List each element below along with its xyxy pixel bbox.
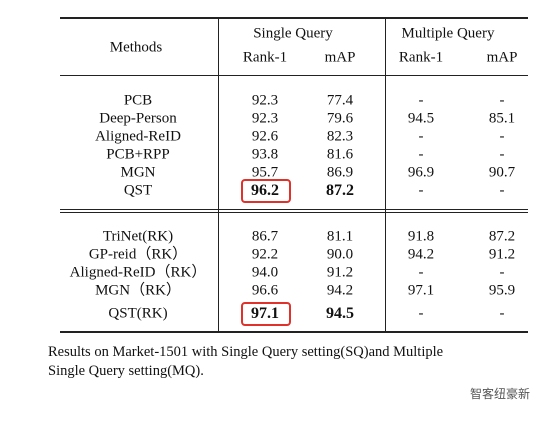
metric-cell: -: [499, 128, 505, 145]
top-rule: [60, 17, 528, 19]
metric-cell: 92.3: [251, 110, 279, 127]
metric-cell: 79.6: [326, 110, 354, 127]
metric-cell: 96.9: [407, 164, 435, 181]
methods-header: Methods: [109, 39, 163, 56]
metric-cell: 96.6: [251, 282, 279, 299]
highlight-box: [241, 179, 291, 203]
method-name: MGN（RK）: [95, 282, 181, 299]
watermark: 智客纽豪新: [470, 387, 531, 401]
metric-cell: 91.2: [488, 246, 516, 263]
method-name: MGN: [120, 164, 156, 181]
section-rule: [60, 209, 528, 210]
metric-cell: 92.2: [251, 246, 279, 263]
sub-header: Rank-1: [242, 49, 288, 66]
method-name: TriNet(RK): [102, 228, 174, 245]
method-name: GP-reid（RK）: [88, 246, 188, 263]
metric-cell: 90.0: [326, 246, 354, 263]
column-divider: [385, 19, 386, 331]
group-header: Single Query: [253, 25, 333, 42]
metric-cell: -: [418, 92, 424, 109]
metric-cell: -: [499, 146, 505, 163]
metric-cell: 81.1: [326, 228, 354, 245]
metric-cell: 81.6: [326, 146, 354, 163]
caption-line: Results on Market-1501 with Single Query…: [48, 344, 444, 360]
caption-line: Single Query setting(MQ).: [48, 363, 204, 379]
metric-cell: 94.5: [407, 110, 435, 127]
method-name: QST(RK): [108, 305, 168, 322]
metric-cell: 82.3: [326, 128, 354, 145]
metric-cell: -: [418, 182, 424, 199]
group-header: Multiple Query: [401, 25, 495, 42]
metric-cell: 86.9: [326, 164, 354, 181]
metric-cell: 96.2: [251, 182, 279, 199]
method-name: PCB+RPP: [106, 146, 170, 163]
metric-cell: 87.2: [326, 182, 354, 199]
metric-cell: 93.8: [251, 146, 279, 163]
metric-cell: -: [418, 264, 424, 281]
metric-cell: 95.7: [251, 164, 279, 181]
metric-cell: -: [499, 182, 505, 199]
method-name: Aligned-ReID: [95, 128, 181, 145]
metric-cell: 91.8: [407, 228, 435, 245]
bottom-rule: [60, 331, 528, 333]
metric-cell: 97.1: [407, 282, 435, 299]
metric-cell: 87.2: [488, 228, 516, 245]
metric-cell: 91.2: [326, 264, 354, 281]
metric-cell: 97.1: [251, 305, 279, 322]
highlight-box: [241, 302, 291, 326]
metric-cell: 86.7: [251, 228, 279, 245]
metric-cell: -: [499, 92, 505, 109]
metric-cell: 90.7: [488, 164, 516, 181]
metric-cell: -: [418, 305, 424, 322]
method-name: PCB: [123, 92, 153, 109]
metric-cell: 77.4: [326, 92, 354, 109]
metric-cell: 92.6: [251, 128, 279, 145]
metric-cell: 85.1: [488, 110, 516, 127]
sub-header: Rank-1: [398, 49, 444, 66]
metric-cell: -: [418, 146, 424, 163]
method-name: QST: [123, 182, 153, 199]
metric-cell: 95.9: [488, 282, 516, 299]
metric-cell: -: [499, 305, 505, 322]
metric-cell: -: [418, 128, 424, 145]
sub-header: mAP: [324, 49, 356, 66]
sub-header: mAP: [486, 49, 518, 66]
section-rule: [60, 212, 528, 213]
metric-cell: 92.3: [251, 92, 279, 109]
header-rule: [60, 75, 528, 76]
metric-cell: -: [499, 264, 505, 281]
metric-cell: 94.2: [407, 246, 435, 263]
metric-cell: 94.2: [326, 282, 354, 299]
method-name: Aligned-ReID（RK）: [69, 264, 207, 281]
metric-cell: 94.0: [251, 264, 279, 281]
column-divider: [218, 19, 219, 331]
method-name: Deep-Person: [99, 110, 177, 127]
metric-cell: 94.5: [326, 305, 354, 322]
